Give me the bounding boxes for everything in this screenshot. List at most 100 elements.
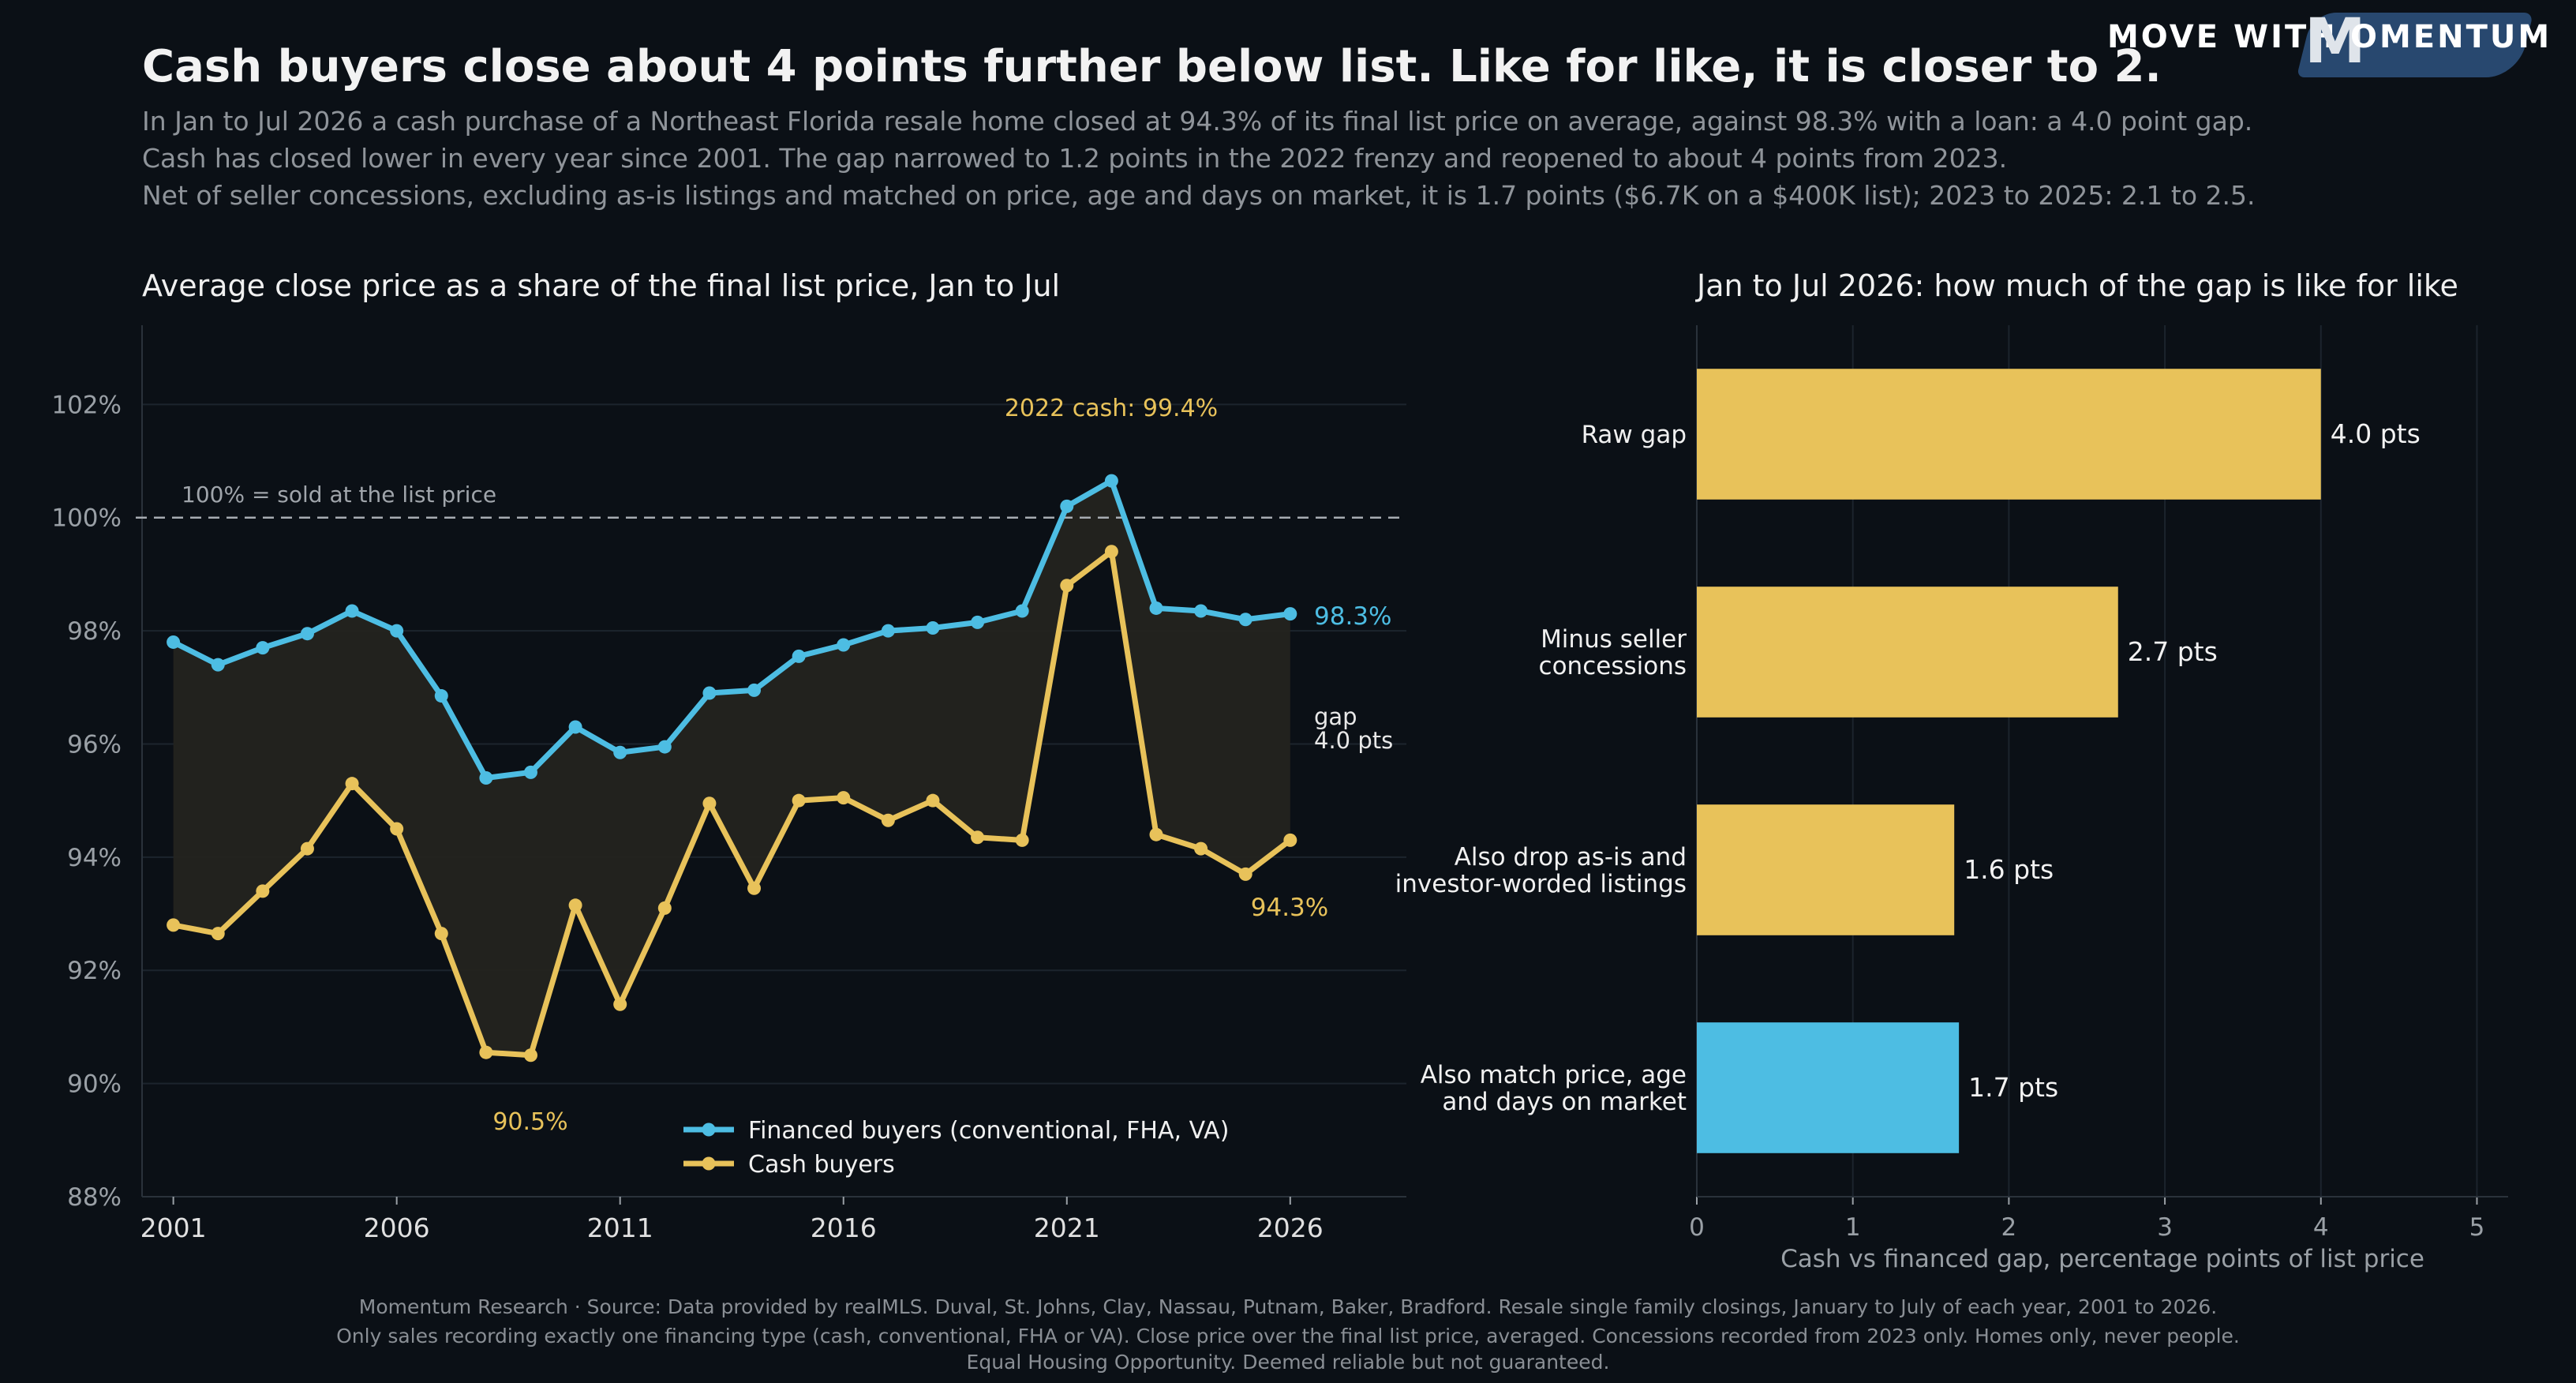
cash-legend-marker: [702, 1156, 716, 1171]
financed-data-point: [523, 765, 537, 779]
cash-data-point: [792, 793, 806, 808]
financed-data-point: [1238, 613, 1252, 627]
financed-data-point: [657, 740, 672, 754]
cash-data-point: [1104, 545, 1118, 559]
y-tick-label: 96%: [67, 730, 122, 759]
cash-data-point: [702, 796, 717, 811]
financed-data-point: [1283, 607, 1297, 621]
financed-legend-label: Financed buyers (conventional, FHA, VA): [748, 1117, 1229, 1145]
bar-x-tick-label: 4: [2313, 1213, 2329, 1242]
reference-line-label: 100% = sold at the list price: [182, 482, 496, 508]
brand-rest: OMENTUM: [2350, 19, 2552, 55]
bar-x-tick-label: 1: [1845, 1213, 1861, 1242]
x-tick-label: 2021: [1034, 1212, 1100, 1243]
gap-bar: [1697, 587, 2118, 718]
financed-data-point: [971, 615, 985, 629]
cash-data-point: [479, 1045, 493, 1059]
bar-x-axis-label: Cash vs financed gap, percentage points …: [1780, 1245, 2424, 1273]
subtitle-line-2: Cash has closed lower in every year sinc…: [142, 143, 2008, 174]
peak-cash-label: 2022 cash: 99.4%: [1005, 395, 1218, 422]
financed-data-point: [167, 635, 181, 649]
financed-data-point: [211, 658, 225, 672]
gap-bar: [1697, 804, 1955, 935]
bar-x-tick-label: 2: [2001, 1213, 2017, 1242]
financed-data-point: [390, 624, 404, 638]
financed-data-point: [1015, 604, 1029, 618]
end-financed-label: 98.3%: [1314, 602, 1391, 631]
y-tick-label: 94%: [67, 844, 122, 872]
gap-bar-value-label: 4.0 pts: [2331, 418, 2421, 449]
financed-series-line: [172, 478, 1291, 781]
x-tick-label: 2016: [811, 1212, 877, 1243]
cash-data-point: [256, 884, 270, 898]
bar-category-label: Also match price, age: [1421, 1061, 1687, 1089]
subtitle-line-3: Net of seller concessions, excluding as-…: [142, 180, 2256, 211]
financed-data-point: [926, 621, 940, 635]
y-tick-label: 100%: [51, 504, 122, 533]
cash-data-point: [167, 918, 181, 932]
y-tick-label: 98%: [67, 617, 122, 646]
financed-data-point: [300, 627, 314, 641]
cash-data-point: [390, 822, 404, 836]
y-tick-label: 92%: [67, 957, 122, 985]
cash-data-point: [300, 841, 314, 856]
cash-data-point: [523, 1048, 537, 1063]
financed-data-point: [568, 720, 582, 734]
gap-bar-value-label: 2.7 pts: [2128, 636, 2218, 667]
financed-data-point: [1194, 604, 1208, 618]
x-tick-label: 2006: [364, 1212, 430, 1243]
bar-category-label: Also drop as-is and: [1455, 843, 1687, 871]
gap-bar: [1697, 369, 2321, 500]
cash-data-point: [1060, 579, 1074, 593]
cash-legend-label: Cash buyers: [748, 1151, 895, 1179]
line-chart-title: Average close price as a share of the fi…: [142, 268, 1061, 303]
brand-m: M: [2305, 6, 2366, 77]
charts-canvas: 88%90%92%94%96%98%100%102%2001 2006 2011 20…: [51, 325, 2508, 1273]
cash-data-point: [1194, 841, 1208, 856]
bar-category-label: concessions: [1539, 652, 1687, 680]
financed-data-point: [1104, 474, 1118, 488]
financed-data-point: [881, 624, 895, 638]
cash-data-point: [613, 997, 627, 1011]
bar-category-label: Raw gap: [1582, 421, 1687, 449]
cash-data-point: [1149, 827, 1163, 841]
financed-data-point: [1149, 601, 1163, 615]
cash-series-line: [172, 549, 1292, 1059]
gap-bar-value-label: 1.7 pts: [1968, 1072, 2058, 1103]
cash-data-point: [568, 898, 582, 913]
financed-data-point: [747, 683, 762, 697]
brand-prefix: MOVE WITH: [2107, 19, 2338, 55]
cash-data-point: [657, 901, 672, 915]
financed-data-point: [434, 689, 448, 703]
gap-label-line1: gap: [1314, 703, 1357, 730]
financed-data-point: [702, 686, 717, 700]
page-title: Cash buyers close about 4 points further…: [142, 41, 2162, 92]
cash-data-point: [926, 793, 940, 808]
footer-method: Only sales recording exactly one financi…: [336, 1325, 2240, 1347]
financed-data-point: [837, 638, 851, 652]
y-tick-label: 88%: [67, 1183, 122, 1212]
y-tick-label: 90%: [67, 1070, 122, 1099]
bar-x-tick-label: 3: [2157, 1213, 2173, 1242]
financed-data-point: [792, 649, 806, 663]
financed-data-point: [479, 771, 493, 785]
bar-x-tick-label: 5: [2469, 1213, 2485, 1242]
financed-data-point: [613, 745, 627, 759]
cash-data-point: [747, 881, 762, 895]
cash-data-point: [1238, 867, 1252, 881]
financed-legend-marker: [702, 1123, 716, 1137]
bar-x-tick-label: 0: [1689, 1213, 1705, 1242]
cash-data-point: [881, 813, 895, 827]
gap-label-line2: 4.0 pts: [1314, 727, 1393, 754]
financed-data-point: [345, 604, 359, 618]
cash-data-point: [1015, 833, 1029, 847]
footer-source: Momentum Research · Source: Data provide…: [358, 1295, 2218, 1318]
footer-disclaimer: Equal Housing Opportunity. Deemed reliab…: [966, 1351, 1610, 1374]
cash-data-point: [837, 791, 851, 805]
financed-data-point: [1060, 499, 1074, 513]
subtitle-line-1: In Jan to Jul 2026 a cash purchase of a …: [142, 106, 2253, 137]
cash-data-point: [434, 927, 448, 941]
y-tick-label: 102%: [51, 391, 122, 419]
x-tick-label: 2011: [587, 1212, 653, 1243]
cash-data-point: [1283, 833, 1297, 847]
